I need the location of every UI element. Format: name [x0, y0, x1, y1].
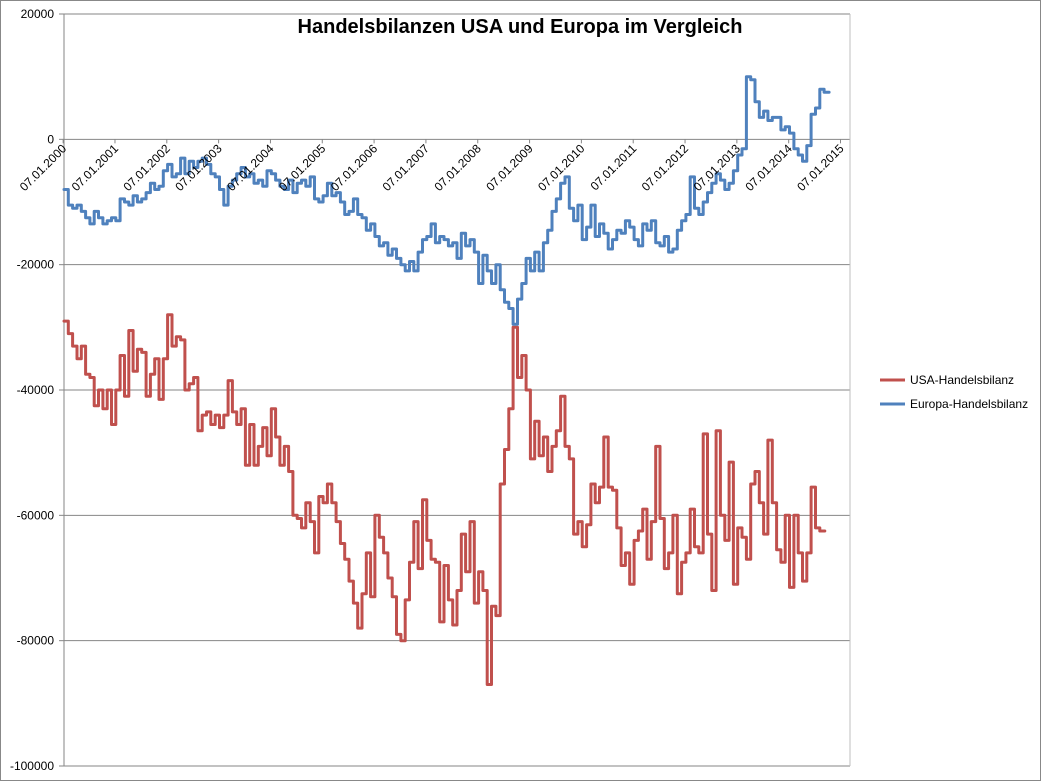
axes [59, 13, 851, 767]
x-tick-label: 07.01.2002 [121, 141, 174, 194]
x-tick-label: 07.01.2008 [431, 141, 484, 194]
x-tick-label: 07.01.2011 [588, 141, 640, 193]
legend-label: USA-Handelsbilanz [910, 373, 1014, 387]
x-tick-label: 07.01.2014 [742, 141, 795, 194]
x-tick-label: 07.01.2005 [276, 141, 329, 194]
series-lines [62, 75, 831, 686]
x-tick-label: 07.01.2012 [639, 141, 692, 194]
x-tick-label: 07.01.2004 [224, 141, 277, 194]
x-tick-label: 07.01.2000 [17, 141, 70, 194]
y-tick-label: 0 [47, 132, 54, 146]
x-tick-label: 07.01.2007 [380, 141, 433, 194]
usa-series-line [62, 313, 827, 686]
y-tick-labels: 20000 0 -20000 -40000 -60000 -80000 -100000 [10, 7, 54, 773]
x-tick-labels: 07.01.2000 07.01.2001 07.01.2002 07.01.2003… [17, 141, 847, 194]
y-tick-label: 20000 [21, 7, 55, 21]
chart-title: Handelsbilanzen USA und Europa im Vergle… [298, 16, 743, 38]
europe-series-line [62, 75, 831, 326]
y-tick-label: -40000 [17, 383, 55, 397]
y-tick-label: -20000 [17, 258, 55, 272]
x-tick-label: 07.01.2015 [794, 141, 847, 194]
x-tick-label: 07.01.2001 [69, 141, 122, 194]
x-tick-label: 07.01.2009 [483, 141, 536, 194]
x-tick-label: 07.01.2006 [328, 141, 381, 194]
x-tick-label: 07.01.2013 [691, 141, 744, 194]
legend-label: Europa-Handelsbilanz [910, 397, 1028, 411]
y-tick-label: -100000 [10, 759, 54, 773]
y-tick-label: -60000 [17, 508, 55, 522]
legend: USA-Handelsbilanz Europa-Handelsbilanz [880, 373, 1028, 411]
y-tick-label: -80000 [17, 634, 55, 648]
